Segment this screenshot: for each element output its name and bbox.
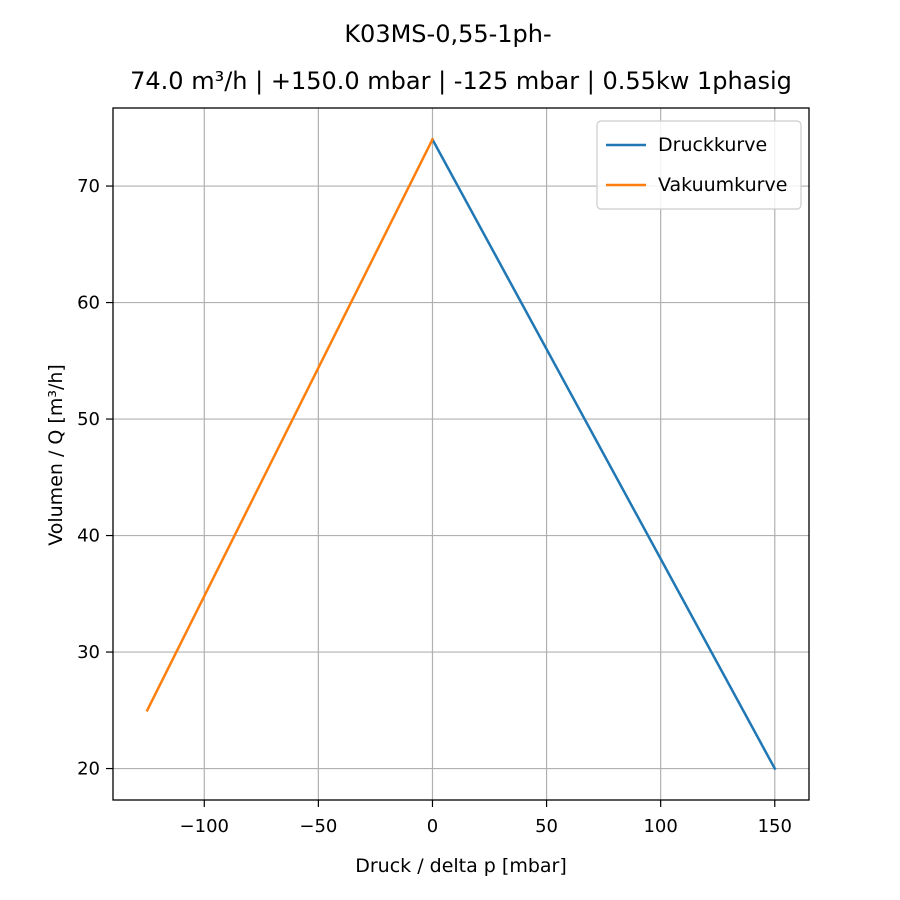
y-tick-label: 70 — [77, 176, 100, 197]
y-axis-label: Volumen / Q [m³/h] — [45, 364, 67, 546]
legend-label-druckkurve: Druckkurve — [658, 134, 767, 156]
legend-box — [596, 120, 802, 210]
series-line-vakuumkurve — [145, 137, 435, 712]
series-line-druckkurve — [430, 137, 777, 771]
ticks: −100 −50 0 50 100 150 20 30 40 50 60 70 — [77, 176, 792, 837]
y-tick-label: 60 — [77, 293, 100, 314]
x-axis-label: Druck / delta p [mbar] — [355, 855, 567, 877]
chart-title: K03MS-0,55-1ph- — [344, 20, 551, 48]
x-tick-label: 100 — [643, 816, 677, 837]
grid — [113, 108, 809, 800]
x-tick-label: 0 — [427, 816, 438, 837]
x-tick-label: −100 — [180, 816, 229, 837]
plot-frame — [112, 107, 810, 801]
y-tick-label: 40 — [77, 526, 100, 547]
x-tick-label: 50 — [535, 816, 558, 837]
legend: Druckkurve Vakuumkurve — [596, 120, 802, 210]
x-tick-label: 150 — [758, 816, 792, 837]
y-tick-label: 30 — [77, 642, 100, 663]
x-tick-label: −50 — [299, 816, 337, 837]
chart-subtitle: 74.0 m³/h | +150.0 mbar | -125 mbar | 0.… — [130, 67, 792, 95]
legend-label-vakuumkurve: Vakuumkurve — [658, 174, 787, 196]
y-tick-label: 20 — [77, 759, 100, 780]
y-tick-label: 50 — [77, 409, 100, 430]
series-layer — [145, 137, 777, 771]
